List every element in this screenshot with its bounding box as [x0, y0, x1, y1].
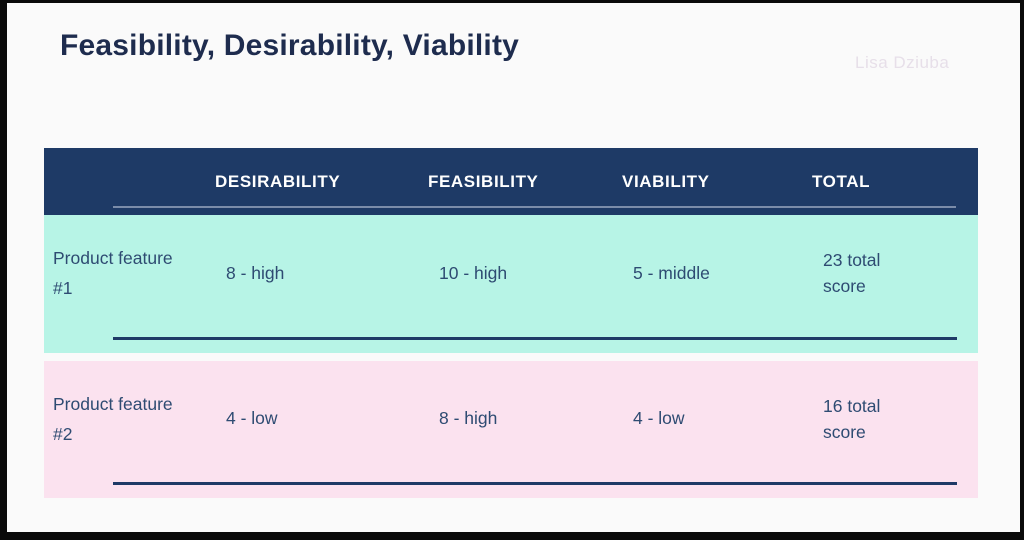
row-label: Product feature #1 [53, 248, 173, 298]
row-divider [113, 337, 957, 340]
header-viability: VIABILITY [622, 171, 710, 191]
header-feasibility: FEASIBILITY [428, 171, 539, 191]
cell-desirability: 8 - high [226, 262, 285, 283]
cell-total: 16 total score [823, 395, 881, 442]
table-row: Product feature #1 8 - high 10 - high 5 … [44, 215, 978, 353]
cell-total: 23 total score [823, 250, 881, 296]
page-title: Feasibility, Desirability, Viability [60, 29, 520, 62]
cell-desirability: 4 - low [226, 408, 278, 428]
table-header-row: DESIRABILITY FEASIBILITY VIABILITY TOTAL [44, 148, 978, 215]
header-desirability: DESIRABILITY [215, 171, 341, 191]
slide-canvas: Feasibility, Desirability, Viability Lis… [7, 3, 1020, 532]
row-gap [44, 353, 978, 361]
score-table: DESIRABILITY FEASIBILITY VIABILITY TOTAL… [44, 148, 978, 498]
table-row: Product feature #2 4 - low 8 - high 4 - … [44, 361, 978, 498]
cell-viability: 4 - low [633, 408, 685, 428]
row-label: Product feature #2 [53, 393, 173, 444]
watermark-text: Lisa Dziuba [855, 53, 950, 72]
header-divider [113, 206, 956, 208]
row-divider [113, 482, 957, 485]
cell-viability: 5 - middle [633, 262, 710, 283]
header-total: TOTAL [812, 171, 871, 191]
cell-feasibility: 8 - high [439, 408, 498, 428]
cell-feasibility: 10 - high [439, 262, 508, 283]
